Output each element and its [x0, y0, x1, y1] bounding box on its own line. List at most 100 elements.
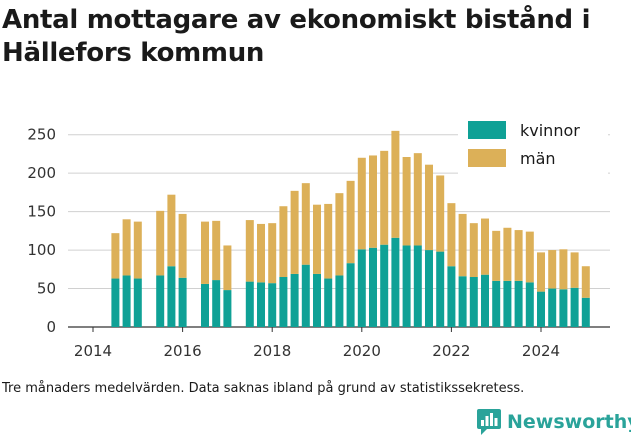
bar-kvinnor	[469, 277, 478, 327]
x-tick-label: 2024	[522, 342, 560, 360]
bar-man	[178, 213, 187, 278]
bar-man	[514, 230, 523, 281]
bar-kvinnor	[436, 251, 445, 327]
bar-man	[111, 233, 120, 279]
newsworthy-logo-icon	[477, 409, 501, 435]
bar-kvinnor	[301, 264, 310, 327]
bar-kvinnor	[391, 237, 400, 327]
bar-kvinnor	[458, 276, 467, 327]
bar-man	[301, 183, 310, 265]
bar-man	[402, 157, 411, 246]
y-tick-label: 100	[27, 241, 56, 259]
bar-kvinnor	[257, 282, 265, 327]
bar-kvinnor	[357, 249, 366, 327]
legend-swatch	[468, 149, 506, 167]
x-tick-label: 2020	[343, 342, 381, 360]
bar-man	[447, 203, 456, 267]
bar-man	[391, 130, 400, 238]
bar-man	[436, 175, 445, 252]
bar-man	[212, 220, 221, 281]
bar-kvinnor	[178, 277, 187, 327]
bar-kvinnor	[369, 247, 377, 327]
y-axis-ticks: 0 50 100 150 200 250	[27, 126, 56, 336]
x-tick-label: 2016	[164, 342, 202, 360]
bar-kvinnor	[346, 263, 355, 327]
bar-man	[122, 219, 131, 276]
brand-name: Newsworthy	[507, 411, 631, 433]
bar-kvinnor	[380, 244, 389, 327]
bar-man	[492, 230, 501, 281]
bar-man	[525, 231, 534, 283]
legend-label: män	[520, 149, 556, 168]
x-axis-ticks: 2014 2016 2018 2020 2022 2024	[74, 327, 560, 360]
bar-man	[167, 194, 176, 267]
bar-man	[335, 193, 344, 276]
brand-logo: Newsworthy	[476, 407, 631, 437]
bar-kvinnor	[201, 283, 209, 327]
bar-kvinnor	[324, 278, 333, 327]
bar-kvinnor	[402, 245, 411, 327]
bar-man	[369, 155, 377, 248]
bar-kvinnor	[559, 289, 568, 327]
bar-kvinnor	[481, 274, 489, 327]
bar-kvinnor	[279, 277, 288, 327]
bar-man	[324, 203, 333, 279]
bar-man	[257, 223, 265, 283]
x-tick-label: 2022	[432, 342, 470, 360]
bar-man	[537, 252, 545, 292]
bar-man	[268, 223, 277, 284]
bar-kvinnor	[268, 283, 277, 327]
y-tick-label: 50	[37, 280, 56, 298]
bar-kvinnor	[313, 273, 321, 327]
bar-man	[346, 180, 355, 264]
bar-kvinnor	[212, 280, 221, 327]
bar-man	[245, 220, 254, 282]
bar-man	[201, 221, 209, 284]
footnote: Tre månaders medelvärden. Data saknas ib…	[2, 381, 525, 396]
bar-kvinnor	[133, 278, 142, 327]
bar-kvinnor	[156, 275, 165, 327]
y-tick-label: 0	[46, 318, 56, 336]
y-tick-label: 200	[27, 164, 56, 182]
bar-kvinnor	[245, 281, 254, 327]
bar-kvinnor	[492, 280, 501, 327]
bar-man	[458, 213, 467, 277]
bar-kvinnor	[570, 287, 579, 327]
bar-man	[413, 153, 422, 246]
bar-man	[223, 245, 232, 291]
bar-man	[503, 227, 512, 281]
x-tick-label: 2014	[74, 342, 112, 360]
legend: kvinnor män	[458, 118, 608, 176]
bar-man	[279, 206, 288, 277]
bar-man	[570, 252, 579, 288]
bar-man	[380, 150, 389, 245]
bar-kvinnor	[167, 266, 176, 327]
bar-kvinnor	[290, 273, 299, 327]
legend-label: kvinnor	[520, 121, 580, 140]
bar-kvinnor	[335, 275, 344, 327]
bar-chart: 0 50 100 150 200 250 2014 2016 2018 2020 2022 2024…	[27, 118, 610, 360]
bar-kvinnor	[413, 245, 422, 327]
bar-kvinnor	[447, 266, 456, 327]
bar-kvinnor	[548, 288, 557, 327]
bar-kvinnor	[503, 280, 512, 327]
bar-man	[425, 164, 433, 251]
bar-kvinnor	[223, 290, 232, 327]
y-tick-label: 150	[27, 203, 56, 221]
bar-man	[313, 204, 321, 274]
bar-man	[581, 266, 590, 298]
bar-kvinnor	[537, 291, 545, 327]
y-tick-label: 250	[27, 126, 56, 144]
bar-man	[290, 190, 299, 274]
bar-man	[357, 157, 366, 250]
bar-man	[156, 210, 165, 276]
bar-kvinnor	[525, 282, 534, 327]
bar-kvinnor	[425, 250, 433, 327]
bar-kvinnor	[514, 280, 523, 327]
bar-man	[469, 223, 478, 277]
x-tick-label: 2018	[253, 342, 291, 360]
bar-kvinnor	[122, 275, 131, 327]
bar-kvinnor	[581, 297, 590, 327]
bar-kvinnor	[111, 278, 120, 327]
bar-man	[133, 221, 142, 279]
